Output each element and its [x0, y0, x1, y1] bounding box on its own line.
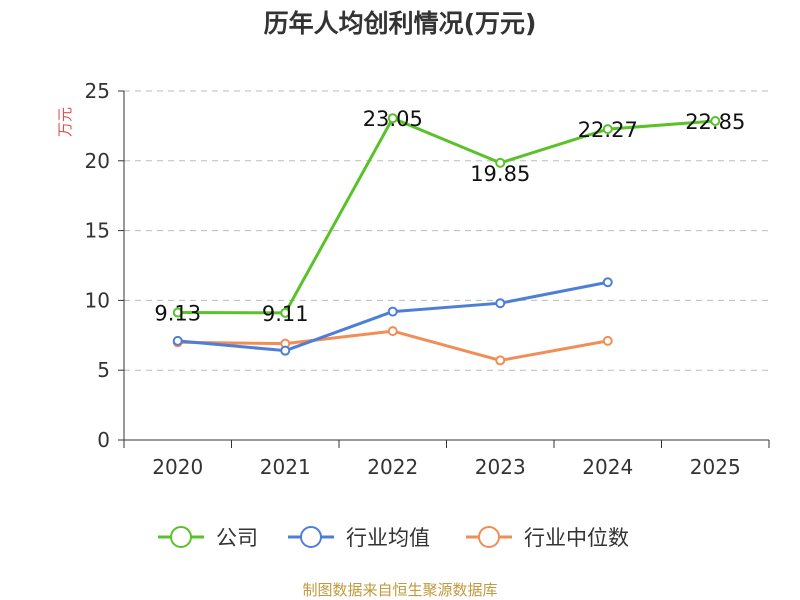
grid-lines	[124, 90, 769, 371]
y-axis-label: 万元	[56, 107, 74, 137]
source-note: 制图数据来自恒生聚源数据库	[302, 581, 497, 599]
data-label: 22.85	[685, 110, 745, 134]
data-point	[495, 298, 506, 309]
y-tick-label: 0	[97, 428, 110, 452]
legend-marker	[170, 526, 192, 548]
data-point	[387, 113, 398, 124]
series-layer	[172, 113, 721, 366]
data-labels: 9.13 9.11 23.05 19.85 22.27 22.85	[154, 107, 745, 326]
series-line-0	[177, 116, 716, 315]
legend-marker	[300, 526, 322, 548]
data-point	[387, 306, 398, 317]
y-tick-label: 10	[85, 288, 110, 312]
legend-marker	[478, 526, 500, 548]
data-point	[495, 355, 506, 366]
chart-title: 历年人均创利情况(万元)	[264, 9, 537, 38]
x-tick-label: 2022	[367, 455, 418, 479]
x-tick-label: 2025	[690, 455, 741, 479]
x-tick-label: 2024	[582, 455, 633, 479]
data-label: 19.85	[470, 162, 530, 186]
data-label: 9.13	[154, 302, 201, 326]
data-point	[602, 277, 613, 288]
legend-item-1: 行业均值	[288, 526, 430, 550]
y-tick-label: 15	[85, 219, 110, 243]
y-tick-label: 20	[85, 149, 110, 173]
data-label: 22.27	[578, 118, 638, 142]
legend-label: 行业均值	[346, 526, 430, 550]
legend-label: 公司	[216, 526, 258, 550]
data-point	[280, 345, 291, 356]
data-label: 23.05	[363, 107, 423, 131]
x-tick-label: 2020	[152, 455, 203, 479]
legend: 公司 行业均值 行业中位数	[158, 526, 629, 550]
data-point	[602, 124, 613, 135]
data-point	[387, 326, 398, 337]
x-tick-label: 2021	[260, 455, 311, 479]
data-point	[602, 335, 613, 346]
data-point	[280, 307, 291, 318]
y-tick-label: 5	[97, 358, 110, 382]
data-point	[172, 335, 183, 346]
legend-item-0: 公司	[158, 526, 258, 550]
x-tick-label: 2023	[475, 455, 526, 479]
data-point	[172, 307, 183, 318]
legend-item-2: 行业中位数	[466, 526, 629, 550]
data-label: 9.11	[262, 302, 309, 326]
data-point	[710, 116, 721, 127]
data-point	[495, 157, 506, 168]
legend-label: 行业中位数	[524, 526, 629, 550]
y-tick-label: 25	[85, 79, 110, 103]
